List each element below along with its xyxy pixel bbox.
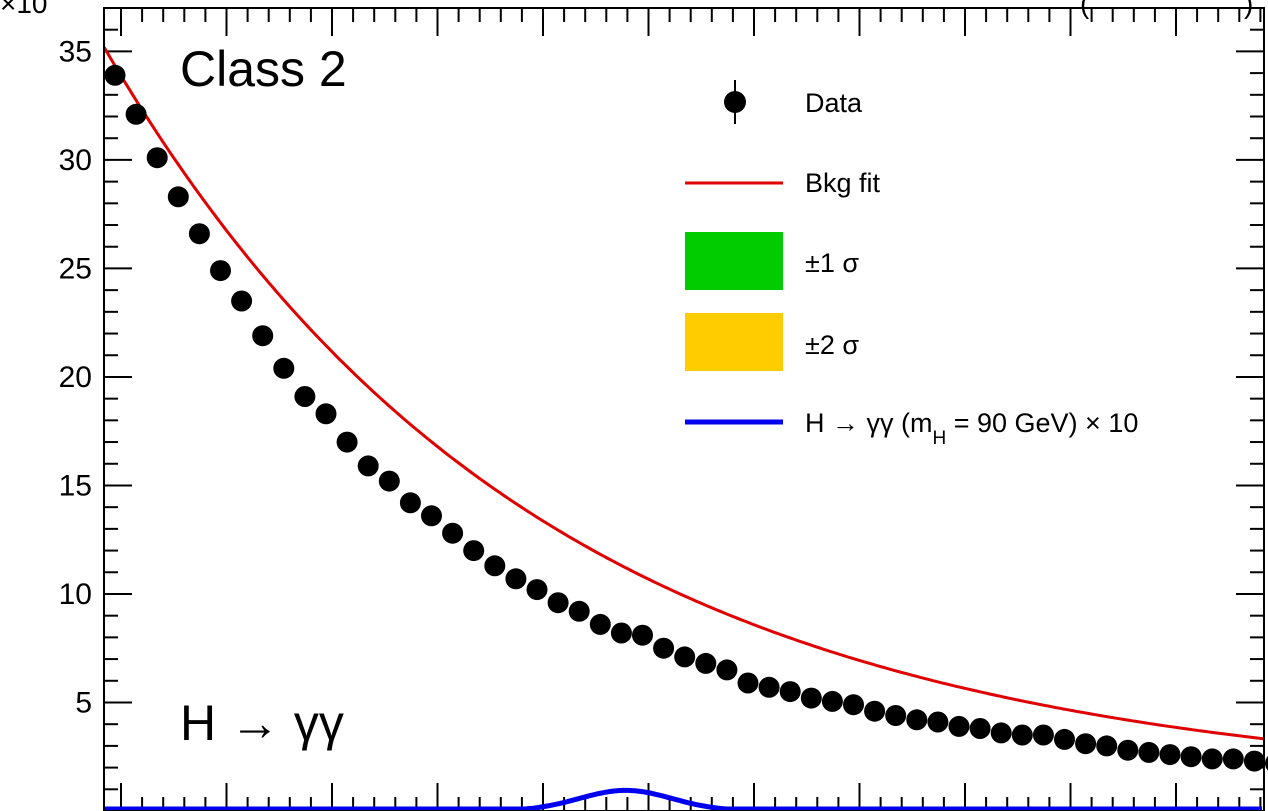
y-tick-label: 5 <box>75 686 92 719</box>
data-point <box>505 568 527 590</box>
data-point <box>1096 735 1118 757</box>
data-point <box>1011 724 1033 746</box>
legend-sigma2-box <box>685 313 783 371</box>
legend-signal-label: H → γγ (mH = 90 GeV) × 10 <box>805 408 1138 449</box>
data-point <box>758 676 780 698</box>
data-point <box>1201 748 1223 770</box>
data-point <box>906 709 928 731</box>
data-point <box>315 403 337 425</box>
data-point <box>568 600 590 622</box>
legend-data-marker <box>724 91 746 113</box>
data-point <box>210 260 231 282</box>
data-point <box>547 592 569 614</box>
data-point <box>442 522 464 544</box>
data-point <box>610 622 632 644</box>
data-point <box>463 540 485 562</box>
data-point <box>421 505 442 527</box>
legend-entry-bkg: Bkg fit <box>685 168 881 198</box>
data-point <box>526 579 548 601</box>
data-point <box>484 555 506 577</box>
legend-sigma1-box <box>685 232 783 290</box>
data-point <box>779 681 801 703</box>
process-label: H → γγ <box>180 695 344 751</box>
data-point <box>864 700 886 722</box>
legend-signal-label-tail: = 90 GeV) × 10 <box>946 408 1138 438</box>
data-point <box>969 718 991 739</box>
data-point <box>1117 739 1139 761</box>
legend-signal-label-main: H → γγ (m <box>805 408 933 438</box>
data-point <box>821 690 843 712</box>
data-point <box>948 715 970 737</box>
y-tick-label: 20 <box>59 361 92 394</box>
legend-sigma2-label: ±2 σ <box>805 330 859 360</box>
y-tick-label: 15 <box>59 469 92 502</box>
data-point <box>167 186 189 208</box>
legend-entry-signal: H → γγ (mH = 90 GeV) × 10 <box>685 408 1138 449</box>
data-point <box>1032 724 1054 746</box>
data-point <box>104 64 126 86</box>
data-point <box>399 492 421 514</box>
axis-ticks <box>104 8 1264 811</box>
data-point <box>294 386 316 407</box>
plot-frame <box>103 7 1265 811</box>
data-point <box>927 711 949 733</box>
data-point <box>188 223 210 245</box>
data-point <box>125 103 147 125</box>
y-exponent-label: ×10 <box>0 0 48 19</box>
legend: Data Bkg fit ±1 σ ±2 σ H → γγ (mH = 90 G… <box>685 80 1138 449</box>
data-point <box>800 687 822 709</box>
data-point <box>653 637 675 659</box>
data-point <box>1054 728 1075 750</box>
data-point <box>1180 746 1202 768</box>
data-point <box>252 325 274 347</box>
title-fragment-right: ) <box>1244 0 1253 19</box>
data-point <box>1243 750 1265 772</box>
legend-entry-sigma1: ±1 σ <box>685 232 859 290</box>
legend-entry-sigma2: ±2 σ <box>685 313 859 371</box>
legend-entry-data: Data <box>724 80 863 124</box>
legend-bkg-label: Bkg fit <box>805 168 881 198</box>
data-point <box>674 646 696 668</box>
class-label: Class 2 <box>180 41 347 97</box>
y-tick-label: 35 <box>59 35 92 68</box>
data-point <box>273 357 295 379</box>
data-point <box>1138 741 1160 763</box>
data-point <box>695 652 717 674</box>
data-point <box>716 659 738 681</box>
data-point <box>231 290 253 312</box>
y-tick-label: 30 <box>59 144 92 177</box>
data-point <box>146 147 168 169</box>
signal-line <box>104 787 1262 811</box>
data-point <box>589 613 611 635</box>
data-point <box>1159 744 1181 766</box>
data-point <box>843 694 864 716</box>
data-point <box>1075 733 1097 755</box>
data-point <box>1265 755 1268 771</box>
data-points <box>104 64 1268 772</box>
data-point <box>632 624 653 646</box>
legend-sigma1-label: ±1 σ <box>805 248 859 278</box>
y-tick-labels: 5 10 15 20 25 30 35 <box>59 35 92 719</box>
y-tick-label: 25 <box>59 252 92 285</box>
data-point <box>336 431 358 453</box>
bkg-fit-line <box>102 46 1265 741</box>
y-tick-label: 10 <box>59 578 92 611</box>
data-point <box>990 722 1012 744</box>
data-point <box>885 705 907 726</box>
title-fragment: ( <box>1080 0 1090 19</box>
data-point <box>737 672 759 694</box>
data-point <box>1222 748 1244 770</box>
legend-data-label: Data <box>805 88 863 118</box>
legend-signal-label-sub: H <box>933 428 947 449</box>
data-point <box>357 455 379 477</box>
data-point <box>378 470 400 492</box>
